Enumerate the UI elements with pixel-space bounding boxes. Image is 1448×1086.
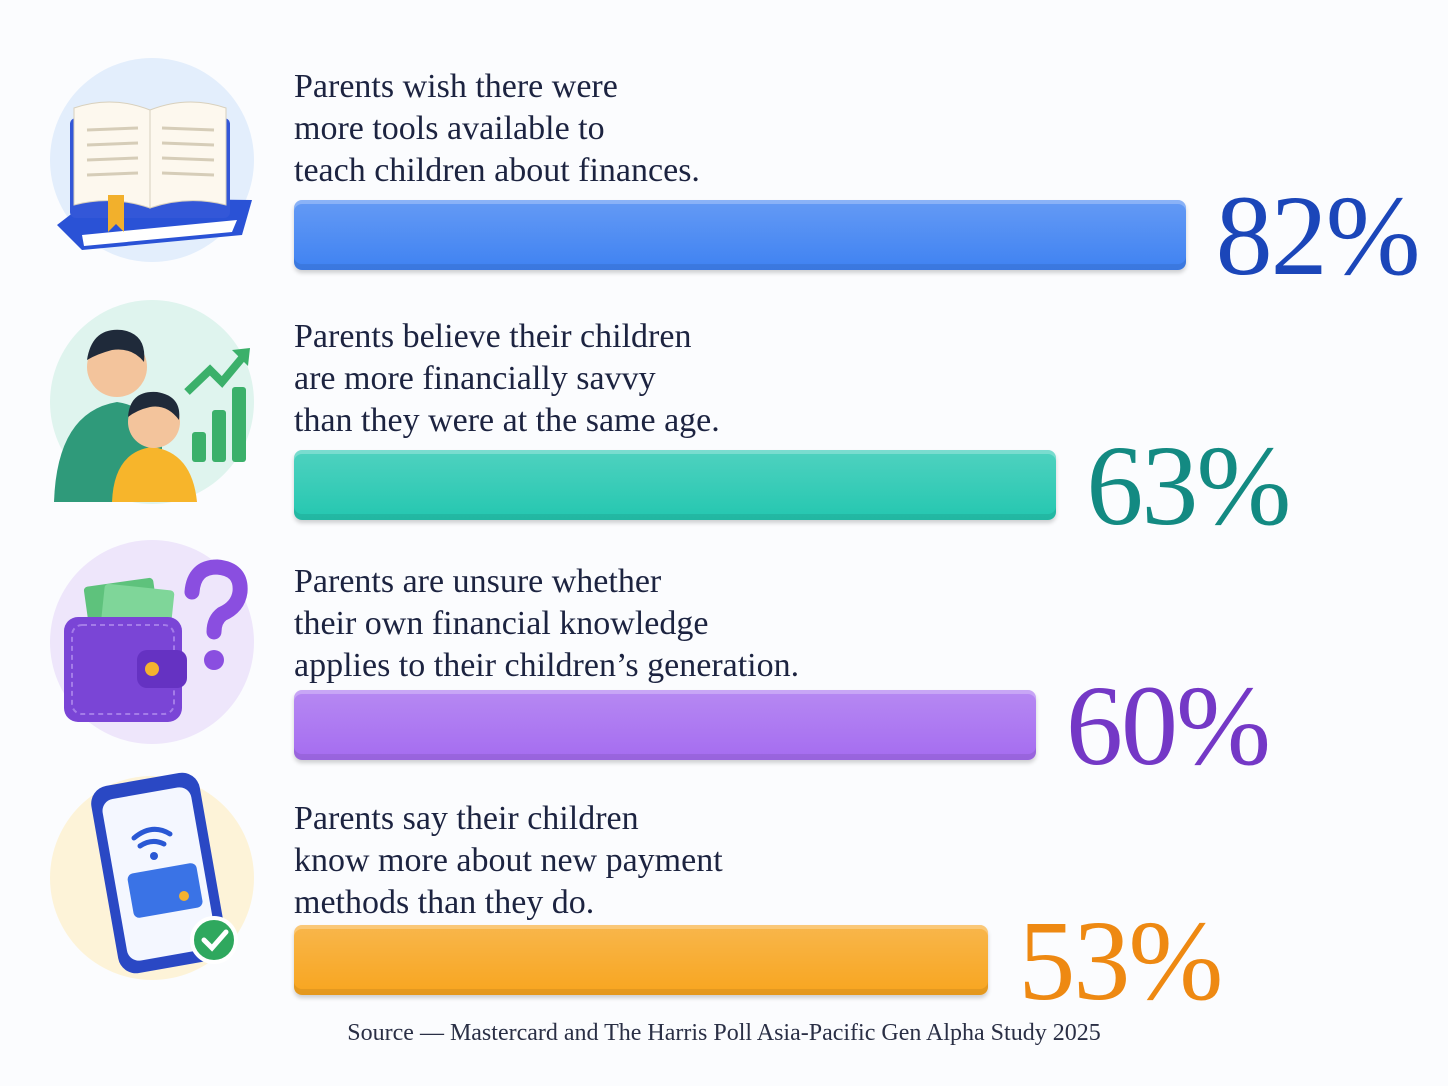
category-label: Parents wish there were more tools avail…: [294, 68, 700, 189]
category-label: Parents say their children know more abo…: [294, 800, 723, 921]
wallet-icon: [50, 540, 254, 744]
source-note: Source — Mastercard and The Harris Poll …: [347, 1020, 1101, 1046]
family-icon: [50, 300, 254, 504]
bar: [294, 690, 1036, 760]
bar: [294, 450, 1057, 520]
value-label: 82%: [1215, 172, 1421, 299]
phone-icon: [50, 772, 254, 980]
value-label: 60%: [1066, 662, 1271, 789]
category-label: Parents are unsure whether their own fin…: [294, 563, 800, 684]
value-label: 63%: [1086, 422, 1291, 549]
category-label: Parents believe their children are more …: [294, 318, 720, 439]
bar: [294, 200, 1186, 270]
bar: [294, 925, 989, 995]
value-label: 53%: [1018, 897, 1223, 1024]
book-icon: [50, 58, 254, 262]
